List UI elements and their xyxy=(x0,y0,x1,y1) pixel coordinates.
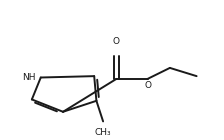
Text: O: O xyxy=(113,37,120,46)
Text: NH: NH xyxy=(22,73,35,82)
Text: O: O xyxy=(144,81,151,90)
Text: CH₃: CH₃ xyxy=(95,128,111,137)
